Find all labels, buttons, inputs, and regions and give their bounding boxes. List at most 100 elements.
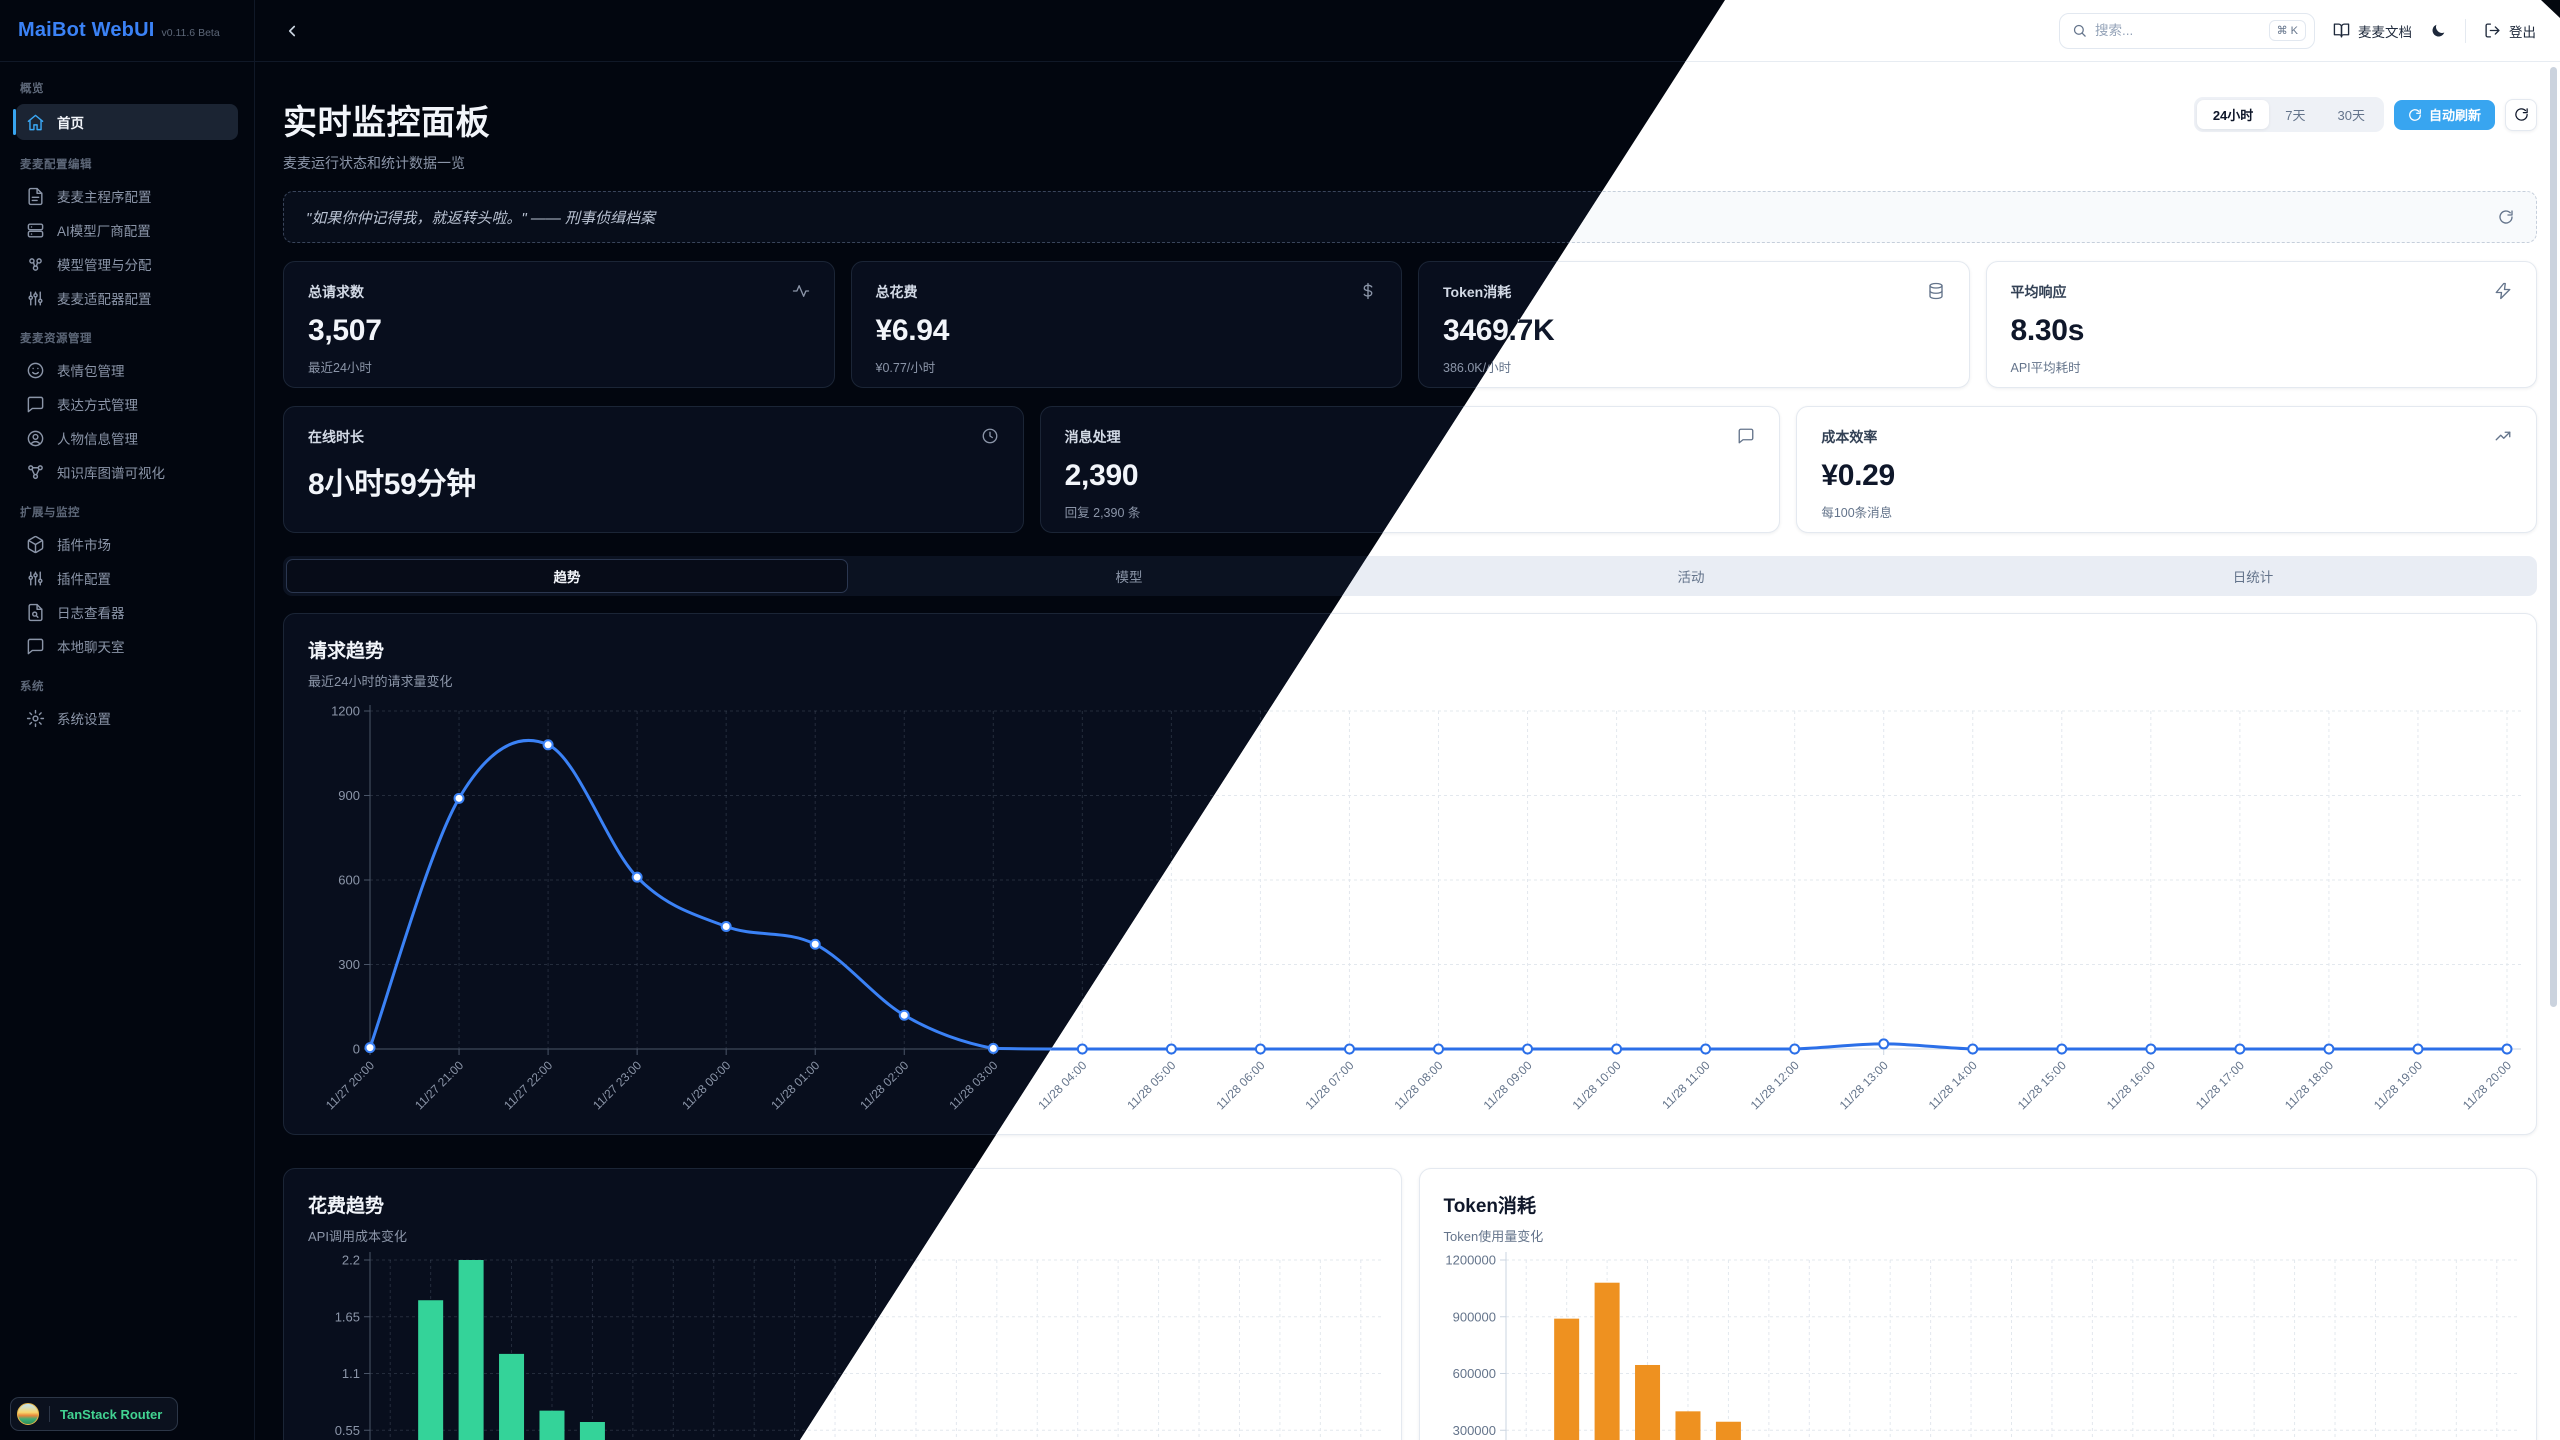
search-shortcut-badge: ⌘ K bbox=[2268, 20, 2306, 41]
book-open-icon bbox=[2333, 23, 2350, 38]
docs-link[interactable]: 麦麦文档 bbox=[2333, 21, 2412, 41]
svg-text:11/28 07:00: 11/28 07:00 bbox=[1302, 1058, 1356, 1112]
logout-label: 登出 bbox=[2509, 24, 2536, 40]
stat-label: 消息处理 bbox=[1064, 429, 1121, 445]
logout-icon bbox=[2485, 23, 2500, 38]
range-chip-30天[interactable]: 30天 bbox=[2337, 108, 2365, 123]
stat-label: Token消耗 bbox=[1443, 284, 1512, 300]
sidebar-item-插件市场[interactable]: 插件市场 bbox=[16, 528, 238, 560]
sidebar-section-label: 扩展与监控 bbox=[20, 507, 80, 519]
graph-icon bbox=[28, 464, 43, 479]
range-chip-24小时[interactable]: 24小时 bbox=[2196, 100, 2270, 129]
vertical-scrollbar[interactable] bbox=[2550, 67, 2557, 1007]
zap-icon bbox=[2495, 282, 2511, 300]
sidebar-item-系统设置[interactable]: 系统设置 bbox=[16, 702, 238, 734]
manual-refresh-button[interactable] bbox=[2505, 98, 2537, 131]
token-chart-subtitle: Token使用量变化 bbox=[1443, 1229, 1544, 1244]
token-chart-title: Token消耗 bbox=[1443, 1196, 1537, 1217]
user-circle-icon bbox=[27, 430, 44, 446]
sidebar-item-模型管理与分配[interactable]: 模型管理与分配 bbox=[16, 248, 238, 280]
sidebar-item-label: 表情包管理 bbox=[57, 364, 125, 379]
quote-refresh-button[interactable] bbox=[2498, 209, 2514, 225]
search-box[interactable]: ⌘ K bbox=[2059, 12, 2315, 49]
page-subtitle: 麦麦运行状态和统计数据一览 bbox=[283, 155, 465, 171]
range-chip-7天[interactable]: 7天 bbox=[2285, 108, 2306, 123]
package-icon bbox=[27, 535, 44, 553]
svg-text:1200: 1200 bbox=[331, 704, 360, 719]
topbar: ⌘ K 麦麦文档 登出 bbox=[800, 0, 2560, 62]
stat-card-总请求数: 总请求数 3,507 最近24小时 bbox=[283, 261, 835, 388]
refresh-icon bbox=[2514, 108, 2528, 121]
sidebar-item-首页[interactable]: 首页 bbox=[13, 104, 238, 140]
chevron-left-icon bbox=[288, 25, 296, 36]
svg-text:11/28 12:00: 11/28 12:00 bbox=[1748, 1058, 1802, 1112]
sidebar-section-label: 麦麦配置编辑 bbox=[20, 159, 92, 171]
search-input[interactable] bbox=[2095, 23, 2261, 38]
stat-value: 3,507 bbox=[308, 314, 382, 347]
sidebar-item-本地聊天室[interactable]: 本地聊天室 bbox=[16, 630, 238, 662]
logout-button[interactable]: 登出 bbox=[2484, 21, 2536, 41]
sidebar-item-label: 本地聊天室 bbox=[57, 640, 125, 655]
svg-text:11/28 01:00: 11/28 01:00 bbox=[768, 1058, 822, 1112]
sliders-icon bbox=[28, 570, 43, 586]
stat-card-总花费: 总花费 ¥6.94 ¥0.77/小时 bbox=[850, 261, 1402, 388]
theme-toggle[interactable] bbox=[2430, 22, 2447, 39]
tab-日统计[interactable]: 日统计 bbox=[2232, 570, 2274, 585]
stat-card-在线时长: 在线时长 8小时59分钟 bbox=[283, 406, 1024, 533]
sidebar-section: 麦麦配置编辑麦麦主程序配置 AI模型厂商配置模型管理与分配麦麦适配器配置 bbox=[16, 156, 238, 314]
sidebar-item-日志查看器[interactable]: 日志查看器 bbox=[16, 596, 238, 628]
svg-text:1.65: 1.65 bbox=[335, 1309, 360, 1324]
stat-card-成本效率: 成本效率 ¥0.29 每100条消息 bbox=[1796, 406, 2537, 533]
sidebar-item-麦麦主程序配置[interactable]: 麦麦主程序配置 bbox=[16, 180, 238, 212]
svg-text:11/27 22:00: 11/27 22:00 bbox=[501, 1058, 555, 1112]
sidebar-section: 扩展与监控插件市场插件配置日志查看器本地聊天室 bbox=[16, 504, 238, 662]
sidebar-item-人物信息管理[interactable]: 人物信息管理 bbox=[16, 422, 238, 454]
token-bar-chart: 300000 600000 900000 1200000 bbox=[1445, 1252, 2517, 1440]
file-search-icon bbox=[28, 603, 43, 621]
sidebar-section-label: 概览 bbox=[20, 83, 44, 95]
sidebar-item-AI模型厂商配置[interactable]: AI模型厂商配置 bbox=[16, 214, 238, 246]
svg-text:11/27 20:00: 11/27 20:00 bbox=[323, 1058, 377, 1112]
cost-chart-subtitle: API调用成本变化 bbox=[308, 1229, 407, 1244]
time-range-controls: 24小时 7天 30天 自动刷新 bbox=[2193, 97, 2537, 132]
svg-text:11/28 18:00: 11/28 18:00 bbox=[2282, 1058, 2336, 1112]
stat-label: 总请求数 bbox=[308, 284, 364, 300]
sidebar-item-表情包管理[interactable]: 表情包管理 bbox=[16, 354, 238, 386]
svg-text:11/28 11:00: 11/28 11:00 bbox=[1659, 1058, 1713, 1112]
sidebar-item-知识库图谱可视化[interactable]: 知识库图谱可视化 bbox=[16, 456, 238, 488]
cluster-icon bbox=[29, 257, 42, 271]
refresh-icon bbox=[2409, 108, 2421, 121]
stat-value: 2,390 bbox=[1064, 459, 1139, 492]
stat-sub: 每100条消息 bbox=[1821, 506, 1893, 520]
sidebar-item-label: 麦麦适配器配置 bbox=[57, 292, 152, 307]
svg-text:11/28 06:00: 11/28 06:00 bbox=[1213, 1058, 1267, 1112]
sidebar-item-插件配置[interactable]: 插件配置 bbox=[16, 562, 238, 594]
token-chart-card: Token消耗 Token使用量变化 300000 600000 900000 120… bbox=[1418, 1168, 2537, 1440]
settings-icon bbox=[26, 709, 45, 727]
tab-模型[interactable]: 模型 bbox=[1115, 570, 1143, 585]
stat-sub: 回复 2,390 条 bbox=[1064, 506, 1141, 520]
sidebar-item-label: 插件配置 bbox=[57, 572, 111, 587]
svg-text:11/27 21:00: 11/27 21:00 bbox=[412, 1058, 466, 1112]
svg-text:11/28 20:00: 11/28 20:00 bbox=[2460, 1058, 2514, 1112]
sidebar-item-label: 麦麦主程序配置 bbox=[57, 190, 152, 205]
topbar-divider bbox=[2465, 18, 2466, 43]
requests-chart-head: 请求趋势 最近24小时的请求量变化 bbox=[308, 636, 452, 690]
svg-text:11/28 17:00: 11/28 17:00 bbox=[2193, 1058, 2247, 1112]
trending-up-icon bbox=[2495, 431, 2511, 441]
tab-活动[interactable]: 活动 bbox=[1677, 570, 1705, 585]
svg-text:600: 600 bbox=[338, 873, 360, 888]
tab-趋势[interactable]: 趋势 bbox=[286, 559, 848, 593]
cost-chart-title: 花费趋势 bbox=[308, 1196, 385, 1217]
tanstack-router-badge[interactable]: TanStack Router bbox=[10, 1397, 179, 1431]
tanstack-router-label: TanStack Router bbox=[60, 1406, 163, 1422]
clock-icon bbox=[982, 428, 998, 444]
svg-text:11/28 08:00: 11/28 08:00 bbox=[1392, 1058, 1446, 1112]
sidebar-item-麦麦适配器配置[interactable]: 麦麦适配器配置 bbox=[16, 282, 238, 314]
sidebar-item-表达方式管理[interactable]: 表达方式管理 bbox=[16, 388, 238, 420]
server-icon bbox=[27, 222, 44, 238]
auto-refresh-button[interactable]: 自动刷新 bbox=[2393, 99, 2495, 130]
database-icon bbox=[1928, 282, 1943, 300]
sidebar-collapse-button[interactable] bbox=[275, 14, 309, 48]
